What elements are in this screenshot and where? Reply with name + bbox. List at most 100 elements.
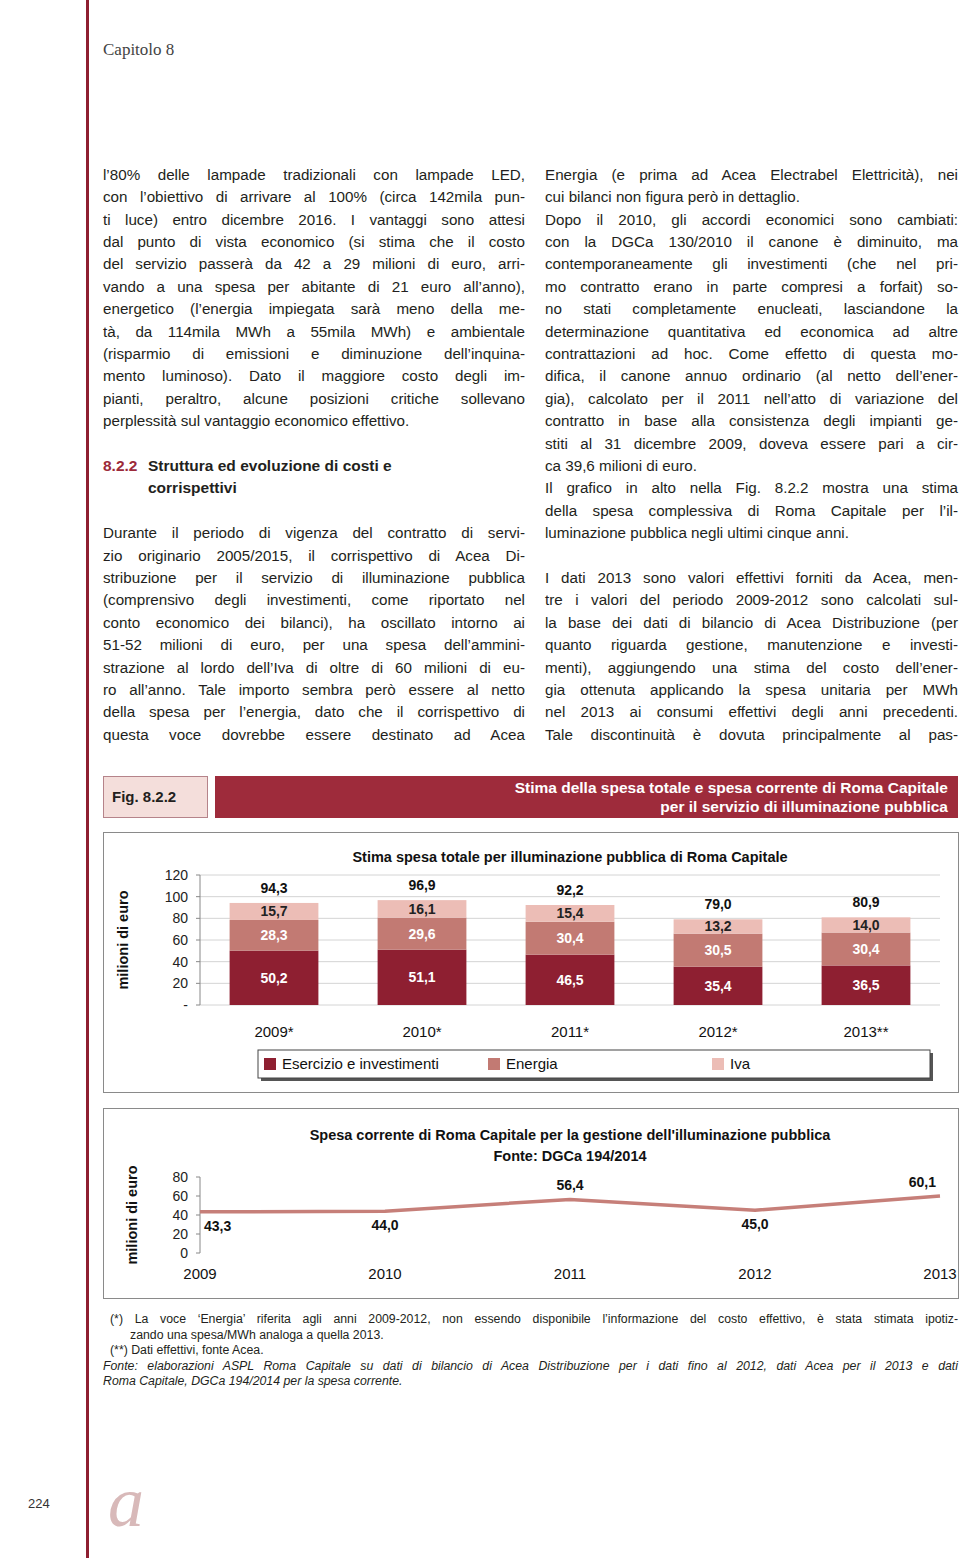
text-line: dal punto di vista economico (si stima c… [103, 231, 525, 253]
data-label: 43,3 [204, 1218, 231, 1234]
source-note: Fonte: elaborazioni ASPL Roma Capitale s… [103, 1359, 958, 1375]
text-line: menti), aggiungendo una stima del costo … [545, 657, 958, 679]
category-label: 2011 [554, 1265, 586, 1282]
text-line: (comprensivo degli investimenti, come ri… [103, 589, 525, 611]
data-label: 30,4 [556, 930, 583, 946]
text-line: questa voce dovrebbe essere destinato ad… [103, 724, 525, 746]
text-line: Il grafico in alto nella Fig. 8.2.2 most… [545, 477, 958, 499]
text-line: difica, il canone annuo ordinario (al ne… [545, 365, 958, 387]
plot-area [200, 1196, 940, 1212]
text-line: ti luce) entro dicembre 2016. I vantaggi… [103, 209, 525, 231]
text-line: energetico (l’energia impiegata sarà men… [103, 298, 525, 320]
footnote: (**) Dati effettivi, fonte Acea. [110, 1343, 958, 1359]
tick-mark [196, 896, 200, 897]
tick-label: - [183, 997, 188, 1013]
section-title: Struttura ed evoluzione di costi e [148, 455, 528, 477]
line [200, 1196, 940, 1212]
text-line: perplessità sul vantaggio economico effe… [103, 410, 525, 432]
legend-label: Energia [506, 1055, 558, 1072]
y-axis [200, 875, 201, 1005]
tick-label: 0 [180, 1245, 188, 1261]
data-label: 15,4 [556, 905, 583, 921]
data-label: 44,0 [371, 1217, 398, 1233]
category-label: 2012* [698, 1023, 737, 1040]
tick-label: 20 [172, 975, 188, 991]
text-line: del servizio passerà da 42 a 29 milioni … [103, 253, 525, 275]
tick-label: 100 [165, 889, 189, 905]
chart-title: Stima spesa totale per illuminazione pub… [352, 849, 787, 865]
text-line: contratto in base alla consistenza degli… [545, 410, 958, 432]
bar-segment [526, 922, 615, 955]
tick-mark [196, 940, 200, 941]
text-line: zio originario 2005/2015, il corrispetti… [103, 545, 525, 567]
category-label: 2010* [402, 1023, 441, 1040]
text-line: tà, da 114mila MWh a 55mila MWh) e ambie… [103, 321, 525, 343]
text-line: gia), calcolato per il 2011 nell’atto di… [545, 388, 958, 410]
total-label: 80,9 [852, 894, 879, 910]
text-line: stribuzione per il servizio di illuminaz… [103, 567, 525, 589]
total-label: 96,9 [408, 877, 435, 893]
data-label: 60,1 [909, 1174, 936, 1190]
tick-mark [196, 1177, 200, 1178]
data-label: 56,4 [556, 1177, 583, 1193]
tick-mark [196, 1253, 200, 1254]
text-line: mo contratto erano in parte compresi a f… [545, 276, 958, 298]
category-label: 2009 [183, 1265, 216, 1282]
text-line: 51-52 milioni di euro, per una spesa del… [103, 634, 525, 656]
text-line: nel 2013 ai consumi effettivi degli anni… [545, 701, 958, 723]
bar-segment [230, 920, 319, 951]
page-rule [86, 0, 89, 1558]
bar-segment [674, 919, 763, 933]
data-label: 36,5 [852, 977, 879, 993]
page-number: 224 [28, 1496, 50, 1511]
data-label: 13,2 [704, 918, 731, 934]
category-label: 2012 [738, 1265, 771, 1282]
tick-mark [196, 1196, 200, 1197]
logo: a [108, 1462, 144, 1542]
legend-swatch [712, 1058, 724, 1070]
figure-title: Stima della spesa totale e spesa corrent… [215, 778, 948, 797]
bar-segment [378, 950, 467, 1005]
figure-title: per il servizio di illuminazione pubblic… [215, 797, 948, 816]
bar-segment [378, 900, 467, 917]
bar-segment [674, 967, 763, 1005]
data-label: 28,3 [260, 927, 287, 943]
text-line: Dopo il 2010, gli accordi economici sono… [545, 209, 958, 231]
category-label: 2013** [843, 1023, 888, 1040]
text-line: Tale discontinuità è dovuta principalmen… [545, 724, 958, 746]
text-line: quanto riguarda gestione, manutenzione e… [545, 634, 958, 656]
category-label: 2010 [368, 1265, 401, 1282]
data-label: 29,6 [408, 926, 435, 942]
bar-segment [822, 917, 911, 932]
text-line: contrattazioni ad hoc. Come effetto di q… [545, 343, 958, 365]
data-label: 46,5 [556, 972, 583, 988]
tick-mark [196, 983, 200, 984]
category-label: 2009* [254, 1023, 293, 1040]
bar-segment [822, 933, 911, 966]
data-label: 14,0 [852, 917, 879, 933]
legend-swatch [264, 1058, 276, 1070]
text-line: Energia (e prima ad Acea Electrabel Elet… [545, 164, 958, 186]
section-title: corrispettivi [148, 477, 528, 499]
legend-box [258, 1050, 930, 1078]
chart-frame [104, 1109, 959, 1299]
tick-mark [196, 1005, 200, 1006]
tick-mark [196, 1215, 200, 1216]
chart: Stima spesa totale per illuminazione pub… [104, 833, 959, 1093]
tick-label: 20 [172, 1226, 188, 1242]
legend-label: Iva [730, 1055, 751, 1072]
tick-mark [196, 918, 200, 919]
text-line: cui bilanci non figura però in dettaglio… [545, 186, 958, 208]
data-label: 50,2 [260, 970, 287, 986]
text-line: della spesa complessiva di Roma Capitale… [545, 500, 958, 522]
text-line: con la DGCa 130/2010 il canone è diminui… [545, 231, 958, 253]
text-line: tre i valori del periodo 2009-2012 sono … [545, 589, 958, 611]
bar-segment [674, 934, 763, 967]
footnote: (*) La voce ‘Energia’ riferita agli anni… [110, 1312, 958, 1328]
tick-mark [196, 1234, 200, 1235]
legend-swatch [488, 1058, 500, 1070]
y-axis-label: milioni di euro [115, 890, 131, 989]
page: Capitolo 8l’80% delle lampade tradiziona… [0, 0, 960, 1558]
tick-label: 80 [172, 910, 188, 926]
legend-label: Esercizio e investimenti [282, 1055, 439, 1072]
